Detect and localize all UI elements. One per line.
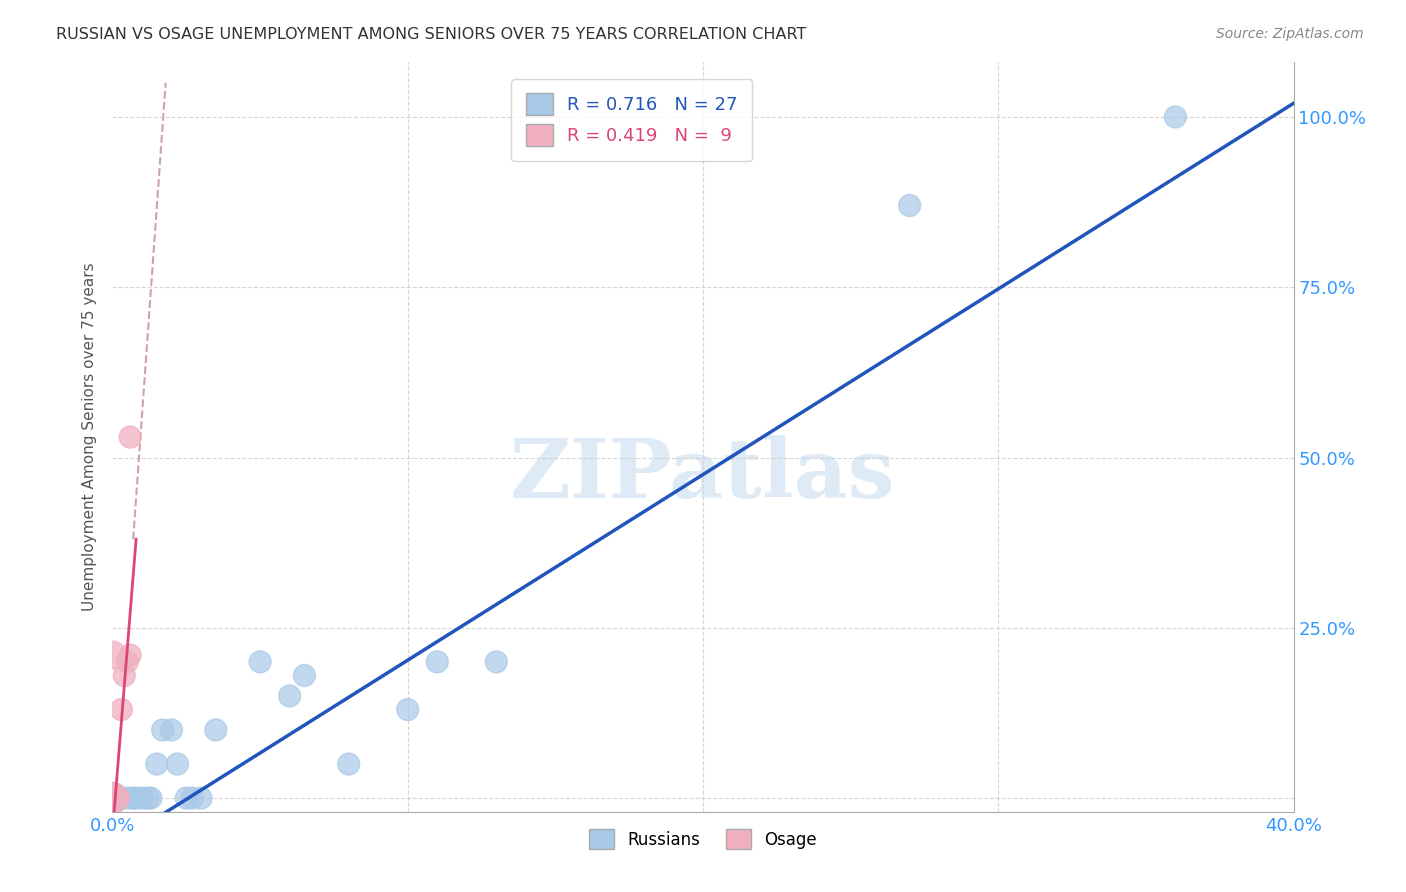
- Y-axis label: Unemployment Among Seniors over 75 years: Unemployment Among Seniors over 75 years: [82, 263, 97, 611]
- Point: [292, 668, 315, 682]
- Point: [101, 791, 124, 805]
- Point: [101, 648, 124, 662]
- Point: [107, 791, 129, 805]
- Point: [205, 723, 228, 737]
- Text: RUSSIAN VS OSAGE UNEMPLOYMENT AMONG SENIORS OVER 75 YEARS CORRELATION CHART: RUSSIAN VS OSAGE UNEMPLOYMENT AMONG SENI…: [56, 27, 807, 42]
- Point: [107, 791, 129, 805]
- Point: [278, 689, 301, 703]
- Point: [337, 757, 360, 772]
- Point: [110, 702, 132, 716]
- Point: [146, 757, 169, 772]
- Point: [249, 655, 271, 669]
- Point: [112, 668, 135, 682]
- Point: [396, 702, 419, 716]
- Point: [160, 723, 183, 737]
- Point: [136, 791, 159, 805]
- Point: [117, 655, 138, 669]
- Point: [181, 791, 204, 805]
- Point: [110, 791, 132, 805]
- Point: [139, 791, 162, 805]
- Point: [166, 757, 188, 772]
- Point: [174, 791, 197, 805]
- Point: [426, 655, 449, 669]
- Point: [125, 791, 148, 805]
- Point: [1164, 110, 1187, 124]
- Point: [131, 791, 153, 805]
- Point: [190, 791, 212, 805]
- Point: [101, 791, 124, 805]
- Point: [122, 791, 145, 805]
- Point: [120, 648, 142, 662]
- Legend: Russians, Osage: Russians, Osage: [582, 822, 824, 855]
- Point: [104, 791, 127, 805]
- Text: ZIPatlas: ZIPatlas: [510, 434, 896, 515]
- Text: Source: ZipAtlas.com: Source: ZipAtlas.com: [1216, 27, 1364, 41]
- Point: [117, 791, 138, 805]
- Point: [898, 198, 921, 212]
- Point: [104, 791, 127, 805]
- Point: [120, 430, 142, 444]
- Point: [152, 723, 174, 737]
- Point: [485, 655, 508, 669]
